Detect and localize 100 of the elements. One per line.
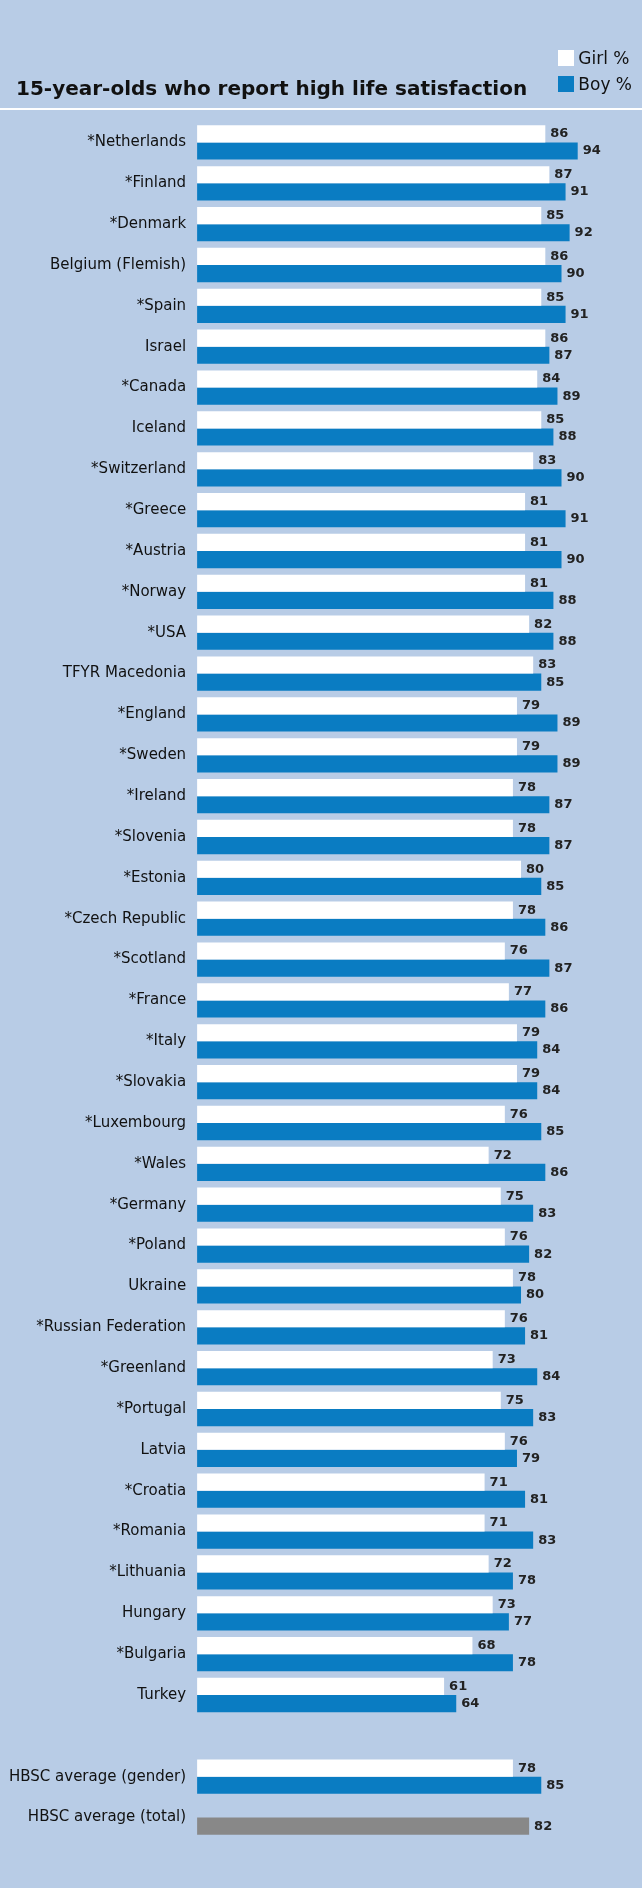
data-label: 83 — [538, 1408, 557, 1424]
bar — [197, 125, 546, 143]
y-tick-label: *Poland — [128, 1235, 187, 1254]
bar — [197, 329, 546, 347]
data-label: 89 — [562, 387, 581, 403]
legend-label: Boy % — [578, 74, 632, 94]
bar — [197, 1245, 530, 1263]
data-label: 77 — [513, 983, 532, 999]
data-label: 75 — [505, 1391, 524, 1407]
data-label: 83 — [538, 1204, 557, 1220]
y-tick-label: *Russian Federation — [36, 1317, 187, 1336]
bar — [197, 1123, 542, 1141]
bar — [197, 1514, 485, 1532]
bar — [197, 305, 566, 324]
data-label: 79 — [521, 738, 541, 754]
bar — [197, 837, 550, 855]
data-label: 87 — [554, 346, 573, 362]
data-label: 83 — [538, 656, 557, 672]
data-label: 88 — [558, 428, 577, 444]
data-label: 86 — [550, 918, 569, 934]
bar — [197, 265, 562, 283]
bar — [197, 1163, 546, 1182]
legend-label: Girl % — [578, 48, 630, 68]
data-label: 80 — [526, 860, 545, 876]
data-label: 88 — [558, 591, 577, 607]
bar — [197, 1187, 501, 1205]
y-tick-label: *Slovenia — [114, 826, 187, 845]
y-tick-label: *Austria — [125, 540, 187, 559]
bar — [197, 877, 542, 896]
data-label: 92 — [574, 224, 593, 240]
data-label: 76 — [509, 1432, 528, 1448]
data-label: 72 — [493, 1146, 512, 1162]
bar — [197, 1391, 501, 1409]
y-tick-label: *Luxembourg — [85, 1112, 187, 1131]
bar — [197, 1759, 513, 1777]
bar — [197, 1204, 534, 1222]
bar — [197, 1105, 505, 1123]
data-label: 78 — [517, 1654, 537, 1670]
bar — [197, 860, 522, 878]
data-label: 84 — [542, 370, 561, 386]
data-label: 86 — [550, 247, 569, 263]
data-label: 81 — [530, 533, 549, 549]
data-label: 87 — [554, 836, 573, 852]
bar — [197, 1776, 542, 1794]
data-label: 78 — [517, 1572, 537, 1588]
bar — [197, 673, 542, 691]
data-label: 78 — [517, 778, 537, 794]
data-label: 84 — [542, 1082, 561, 1098]
data-label: 85 — [546, 411, 565, 427]
y-tick-label: HBSC average (gender) — [9, 1766, 187, 1785]
bar — [197, 533, 526, 551]
data-label: 81 — [530, 1327, 549, 1343]
bar — [197, 755, 558, 773]
bar — [197, 1269, 513, 1287]
data-label: 76 — [509, 1105, 528, 1121]
bar — [197, 1000, 546, 1018]
bar — [197, 206, 542, 225]
y-tick-label: *England — [117, 704, 187, 723]
data-label: 71 — [489, 1514, 508, 1530]
y-tick-label: HBSC average (total) — [27, 1807, 187, 1826]
y-tick-label: Belgium (Flemish) — [50, 254, 187, 273]
y-tick-label: *Greenland — [100, 1358, 187, 1377]
data-label: 87 — [554, 959, 573, 975]
data-label: 76 — [509, 1310, 528, 1326]
bar — [197, 1555, 489, 1573]
bar — [197, 901, 513, 919]
bar — [197, 510, 566, 528]
y-tick-label: Hungary — [122, 1603, 187, 1622]
y-tick-label: *Croatia — [124, 1480, 187, 1499]
data-label: 85 — [546, 206, 565, 222]
bar — [197, 1064, 517, 1083]
data-label: 82 — [534, 1245, 553, 1261]
bar — [197, 428, 554, 446]
data-label: 81 — [530, 1490, 549, 1506]
y-tick-label: *Czech Republic — [64, 908, 187, 927]
y-tick-label: *Estonia — [123, 867, 187, 886]
bar — [197, 632, 554, 650]
bar — [197, 247, 546, 265]
data-label: 85 — [546, 1122, 565, 1138]
bar — [197, 1286, 522, 1304]
data-label: 87 — [554, 796, 573, 812]
data-label: 71 — [489, 1473, 508, 1489]
data-label: 90 — [566, 550, 585, 566]
data-label: 81 — [530, 492, 549, 508]
bar — [197, 1082, 538, 1100]
y-tick-label: *Italy — [146, 1031, 187, 1050]
data-label: 64 — [461, 1694, 480, 1710]
y-tick-label: *Scotland — [113, 949, 187, 968]
data-label: 81 — [530, 574, 549, 590]
data-label: 85 — [546, 877, 565, 893]
bar — [197, 469, 562, 487]
bar — [197, 959, 550, 977]
data-label: 72 — [493, 1555, 512, 1571]
bar — [197, 1473, 485, 1491]
bar — [197, 1350, 493, 1369]
data-label: 73 — [497, 1350, 516, 1366]
bar — [197, 1310, 505, 1328]
bar — [197, 1228, 505, 1246]
y-tick-label: *Slovakia — [115, 1072, 187, 1091]
y-tick-label: *Spain — [136, 295, 187, 314]
